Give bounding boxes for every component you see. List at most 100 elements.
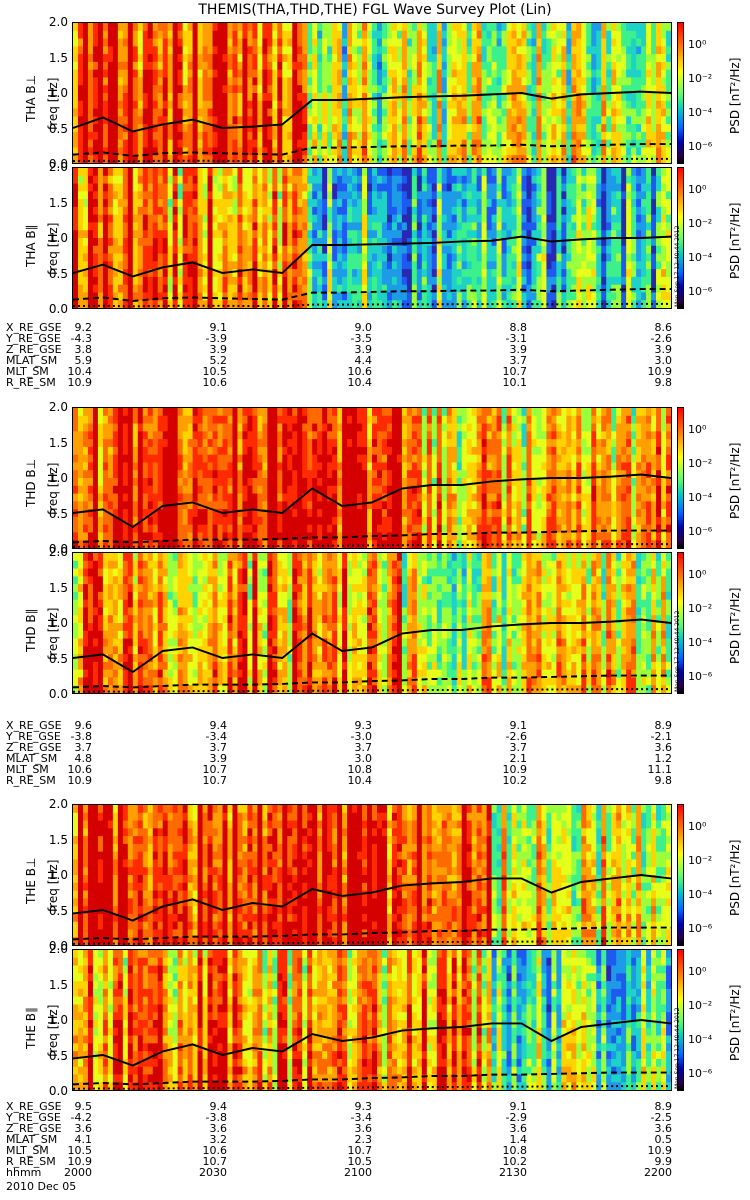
heatmap-cell — [451, 183, 458, 192]
heatmap-cell — [576, 69, 582, 79]
heatmap-cell — [476, 85, 483, 94]
heatmap-cell — [656, 175, 662, 185]
heatmap-cell — [481, 245, 488, 255]
heatmap-cell — [137, 470, 144, 479]
heatmap-cell — [431, 155, 438, 163]
heatmap-cell — [282, 253, 288, 262]
heatmap-cell — [262, 30, 268, 40]
heatmap-cell — [312, 238, 318, 247]
heatmap-cell — [197, 155, 204, 163]
heatmap-cell — [257, 46, 263, 55]
heatmap-cell — [327, 139, 333, 149]
heatmap-cell — [421, 139, 428, 149]
heatmap-cell — [107, 423, 114, 432]
heatmap-cell — [272, 131, 278, 141]
heatmap-cell — [172, 415, 179, 425]
heatmap-cell — [486, 147, 493, 156]
heatmap-cell — [212, 516, 219, 526]
heatmap-cell — [297, 222, 303, 231]
heatmap-cell — [466, 93, 473, 102]
heatmap-cell — [112, 131, 119, 141]
heatmap-cell — [461, 30, 468, 40]
heatmap-cell — [466, 175, 473, 185]
heatmap-cell — [606, 191, 612, 200]
heatmap-cell — [73, 61, 79, 71]
heatmap-cell — [511, 253, 518, 262]
heatmap-cell — [586, 276, 592, 286]
heatmap-cell — [386, 54, 393, 63]
heatmap-cell — [526, 139, 533, 149]
heatmap-cell — [446, 168, 453, 177]
heatmap-cell — [157, 191, 164, 200]
heatmap-cell — [287, 77, 293, 86]
heatmap-cell — [267, 245, 273, 255]
heatmap-cell — [127, 199, 134, 208]
heatmap-cell — [312, 155, 318, 163]
heatmap-cell — [187, 199, 194, 208]
heatmap-cell — [416, 46, 423, 55]
heatmap-cell — [132, 415, 139, 425]
heatmap-cell — [182, 155, 189, 163]
heatmap-cell — [506, 199, 513, 208]
heatmap-cell — [222, 493, 229, 502]
heatmap-cell — [207, 85, 214, 94]
heatmap-cell — [546, 245, 552, 255]
heatmap-cell — [112, 222, 119, 231]
heatmap-cell — [317, 100, 323, 110]
heatmap-cell — [207, 206, 214, 216]
heatmap-cell — [97, 532, 104, 541]
heatmap-cell — [386, 292, 393, 301]
heatmap-cell — [137, 446, 144, 456]
heatmap-cell — [162, 147, 169, 156]
heatmap-cell — [147, 439, 154, 448]
heatmap-cell — [352, 30, 358, 40]
heatmap-cell — [237, 493, 244, 502]
heatmap-cell — [416, 100, 423, 110]
heatmap-cell — [77, 131, 84, 141]
heatmap-cell — [651, 38, 657, 47]
heatmap-cell — [167, 439, 174, 448]
heatmap-cell — [381, 46, 388, 55]
heatmap-cell — [596, 116, 602, 125]
heatmap-cell — [297, 54, 303, 63]
heatmap-cell — [541, 206, 548, 216]
heatmap-cell — [551, 124, 557, 133]
heatmap-cell — [222, 408, 229, 417]
heatmap-cell — [292, 300, 298, 308]
heatmap-cell — [297, 85, 303, 94]
heatmap-cell — [461, 116, 468, 125]
heatmap-cell — [297, 230, 303, 239]
heatmap-cell — [526, 245, 533, 255]
heatmap-cell — [372, 230, 378, 239]
heatmap-cell — [97, 238, 104, 247]
heatmap-cell — [212, 46, 219, 55]
heatmap-cell — [386, 77, 393, 86]
heatmap-cell — [312, 23, 318, 32]
heatmap-cell — [411, 155, 418, 163]
heatmap-cell — [152, 415, 159, 425]
heatmap-cell — [651, 61, 657, 71]
heatmap-cell — [122, 108, 129, 117]
heatmap-cell — [466, 261, 473, 270]
heatmap-cell — [157, 199, 164, 208]
heatmap-cell — [127, 493, 134, 502]
heatmap-cell — [152, 269, 159, 278]
heatmap-cell — [401, 108, 408, 117]
heatmap-cell — [107, 292, 114, 301]
heatmap-cell — [202, 46, 209, 55]
heatmap-cell — [566, 183, 572, 192]
heatmap-cell — [287, 269, 293, 278]
heatmap-cell — [421, 147, 428, 156]
heatmap-cell — [426, 230, 433, 239]
heatmap-cell — [182, 100, 189, 110]
heatmap-cell — [416, 116, 423, 125]
heatmap-cell — [446, 261, 453, 270]
heatmap-cell — [531, 191, 538, 200]
heatmap-cell — [127, 485, 134, 495]
heatmap-cell — [576, 139, 582, 149]
heatmap-cell — [162, 524, 169, 534]
heatmap-cell — [182, 478, 189, 487]
heatmap-cell — [496, 108, 503, 117]
heatmap-cell — [157, 415, 164, 425]
heatmap-cell — [277, 206, 283, 216]
